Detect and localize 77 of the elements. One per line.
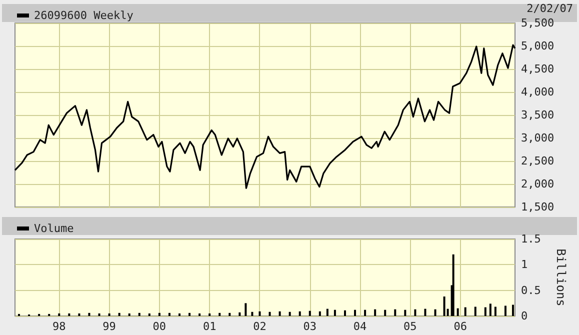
bar xyxy=(78,313,80,316)
x-tick-label: 04 xyxy=(353,320,368,333)
bar xyxy=(208,313,211,316)
x-tick-label: 02 xyxy=(253,320,266,333)
bar xyxy=(278,311,281,316)
bar xyxy=(404,310,406,316)
bar xyxy=(334,310,336,316)
bar xyxy=(384,310,386,316)
bar xyxy=(456,308,459,316)
y-axis-title: Billions xyxy=(554,248,568,306)
y-tick-label: 2,500 xyxy=(521,154,554,168)
bar xyxy=(504,306,506,316)
legend-label: 26099600 Weekly xyxy=(34,9,134,22)
bar xyxy=(168,312,170,316)
bar xyxy=(251,312,254,316)
y-tick-label: 1 xyxy=(521,258,528,272)
line-series xyxy=(14,44,516,189)
y-tick-label: 5,000 xyxy=(521,40,554,52)
bar xyxy=(188,312,191,316)
bar xyxy=(128,313,130,316)
bar xyxy=(268,312,271,316)
bar xyxy=(443,296,446,316)
y-tick-label: 4,000 xyxy=(521,86,554,98)
bar xyxy=(452,254,454,316)
bar xyxy=(326,308,328,316)
bar xyxy=(474,306,476,316)
text: 2/02/07 xyxy=(526,2,573,15)
y-tick-label: 0 xyxy=(521,310,528,322)
bar xyxy=(138,312,140,316)
bar xyxy=(308,310,311,316)
bar xyxy=(68,313,70,316)
x-tick-label: 99 xyxy=(102,320,116,333)
bar xyxy=(298,311,301,316)
bar xyxy=(484,307,486,316)
bar xyxy=(354,310,356,316)
bar xyxy=(434,309,436,316)
y-tick-label: 4,500 xyxy=(521,62,554,76)
bar xyxy=(244,303,247,316)
x-tick-label: 05 xyxy=(404,320,417,333)
x-tick-label: 00 xyxy=(152,320,166,333)
legend-label: Volume xyxy=(34,222,74,235)
y-tick-label: 5,500 xyxy=(521,16,554,30)
x-tick-label: 01 xyxy=(202,320,216,333)
bar xyxy=(108,313,110,316)
bar xyxy=(394,309,396,316)
y-tick-label: 3,500 xyxy=(521,108,554,122)
bar xyxy=(238,312,241,316)
y-tick-label: 0.5 xyxy=(521,284,541,297)
bar xyxy=(512,304,514,316)
bar xyxy=(364,310,366,316)
bar xyxy=(464,307,466,316)
bar xyxy=(58,313,60,316)
bar xyxy=(489,304,492,316)
bar xyxy=(374,309,376,316)
bar xyxy=(198,313,201,316)
x-tick-label: 06 xyxy=(454,320,467,333)
bar xyxy=(178,313,180,316)
bar xyxy=(98,313,100,316)
bar xyxy=(88,312,90,316)
bar xyxy=(148,313,150,316)
bar xyxy=(494,306,496,316)
y-tick-label: 1.5 xyxy=(521,232,541,246)
bar xyxy=(344,310,346,316)
bar xyxy=(258,311,261,316)
x-tick-label: 03 xyxy=(303,320,317,333)
bar xyxy=(318,311,321,316)
y-tick-label: 1,500 xyxy=(521,200,554,214)
bar xyxy=(158,312,160,316)
bar xyxy=(414,309,416,316)
bar xyxy=(424,308,426,316)
y-tick-label: 2,000 xyxy=(521,178,554,190)
bar xyxy=(288,312,291,316)
bar xyxy=(118,312,120,316)
y-tick-label: 3,000 xyxy=(521,132,554,144)
x-tick-label: 98 xyxy=(52,320,66,333)
bar xyxy=(218,312,221,316)
bar xyxy=(228,312,231,316)
